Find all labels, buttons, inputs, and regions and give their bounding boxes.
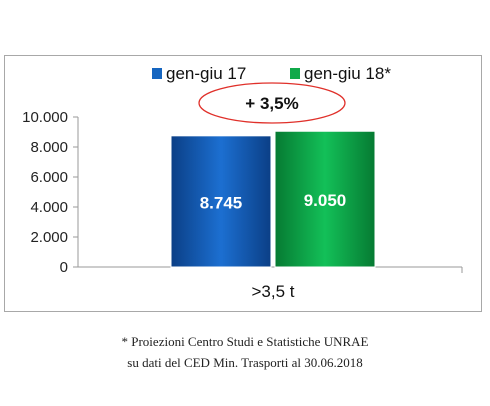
annotation-ellipse (198, 82, 346, 124)
bar-gen-giu-18 (274, 130, 376, 268)
y-axis: 0 2.000 4.000 6.000 8.000 10.000 (22, 109, 79, 276)
bar-value-label: 8.745 (200, 193, 243, 212)
y-tick-label: 2.000 (30, 229, 68, 246)
y-tick-label: 6.000 (30, 169, 68, 186)
legend-swatch (152, 68, 162, 79)
category-label: >3,5 t (251, 282, 294, 301)
y-tick-label: 10.000 (22, 109, 68, 126)
bar-value-label: 9.050 (304, 191, 347, 210)
x-axis: >3,5 t (78, 266, 463, 301)
bars: 8.745 9.050 (170, 130, 376, 268)
annotation-text: + 3,5% (245, 94, 298, 113)
legend: gen-giu 17 gen-giu 18* (152, 64, 391, 83)
legend-label: gen-giu 18* (304, 64, 391, 83)
bar-gen-giu-17 (170, 135, 272, 268)
growth-annotation: + 3,5% (198, 82, 346, 124)
footnote-source: * Proiezioni Centro Studi e Statistiche … (121, 334, 369, 349)
footnote-date: su dati del CED Min. Trasporti al 30.06.… (127, 355, 363, 370)
legend-swatch (290, 68, 300, 79)
y-tick-label: 4.000 (30, 199, 68, 216)
y-tick-label: 0 (60, 259, 68, 276)
y-tick-label: 8.000 (30, 139, 68, 156)
legend-label: gen-giu 17 (166, 64, 246, 83)
